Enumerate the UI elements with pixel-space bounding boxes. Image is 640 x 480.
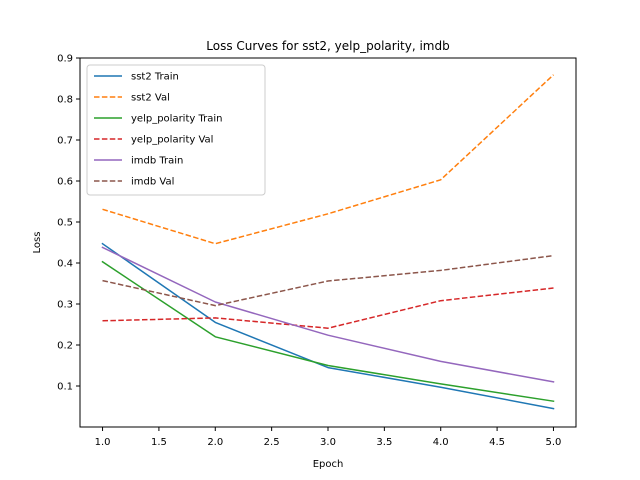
y-tick-label: 0.3 bbox=[57, 300, 73, 311]
legend-label: sst2 Train bbox=[131, 72, 179, 83]
x-tick-label: 2.5 bbox=[264, 437, 280, 448]
legend-item: sst2 Val bbox=[94, 93, 170, 104]
x-axis-ticks: 1.0 1.5 2.0 2.5 3.0 3.5 4.0 4.5 5.0 bbox=[95, 427, 562, 448]
legend-item: sst2 Train bbox=[94, 72, 179, 83]
x-tick-label: 4.5 bbox=[489, 437, 505, 448]
legend-item: imdb Val bbox=[94, 177, 174, 188]
x-axis-label: Epoch bbox=[313, 459, 344, 470]
y-tick-label: 0.2 bbox=[57, 341, 73, 352]
series-line-4 bbox=[101, 246, 555, 383]
legend-item: yelp_polarity Val bbox=[94, 135, 213, 146]
y-tick-label: 0.4 bbox=[57, 259, 73, 270]
y-axis-label: Loss bbox=[32, 232, 43, 254]
legend: sst2 Train sst2 Val yelp_polarity Train yel… bbox=[86, 64, 266, 196]
legend-box bbox=[86, 64, 266, 196]
legend-item: yelp_polarity Train bbox=[94, 114, 222, 125]
x-tick-label: 5.0 bbox=[546, 437, 562, 448]
legend-label: imdb Val bbox=[131, 177, 174, 188]
x-tick-label: 1.0 bbox=[95, 437, 111, 448]
legend-label: sst2 Val bbox=[131, 93, 170, 104]
x-tick-label: 2.0 bbox=[207, 437, 223, 448]
x-tick-label: 4.0 bbox=[433, 437, 449, 448]
x-tick-label: 3.0 bbox=[320, 437, 336, 448]
y-axis-ticks: 0.1 0.2 0.3 0.4 0.5 0.6 0.7 0.8 0.9 bbox=[57, 54, 80, 393]
x-tick-label: 1.5 bbox=[151, 437, 167, 448]
series-line-5 bbox=[102, 254, 554, 307]
chart-title: Loss Curves for sst2, yelp_polarity, imd… bbox=[206, 39, 449, 53]
series-line-0 bbox=[101, 242, 555, 410]
y-tick-label: 0.5 bbox=[57, 218, 73, 229]
plot-lines bbox=[101, 74, 555, 410]
series-line-2 bbox=[101, 260, 555, 403]
y-tick-label: 0.7 bbox=[57, 136, 73, 147]
x-tick-label: 3.5 bbox=[376, 437, 392, 448]
y-tick-label: 0.1 bbox=[57, 382, 73, 393]
legend-item: imdb Train bbox=[94, 156, 183, 167]
legend-label: yelp_polarity Val bbox=[131, 135, 213, 146]
legend-label: imdb Train bbox=[131, 156, 183, 167]
y-tick-label: 0.8 bbox=[57, 95, 73, 106]
series-line-1 bbox=[102, 74, 555, 245]
series-line-3 bbox=[102, 287, 554, 329]
y-tick-label: 0.6 bbox=[57, 177, 73, 188]
y-tick-label: 0.9 bbox=[57, 54, 73, 65]
legend-label: yelp_polarity Train bbox=[131, 114, 222, 125]
